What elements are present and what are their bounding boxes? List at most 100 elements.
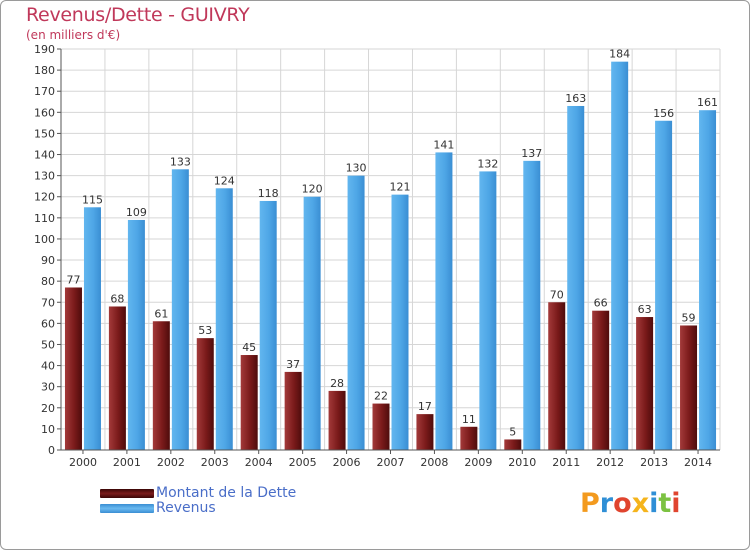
y-tick-label: 170: [34, 85, 55, 98]
bar-revenus-2000: [83, 207, 101, 450]
data-label-revenus: 184: [609, 48, 630, 61]
x-tick-label: 2000: [69, 456, 97, 469]
legend-item-revenus: Revenus: [100, 501, 296, 516]
bar-revenus-2002: [171, 169, 189, 451]
chart-title: Revenus/Dette - GUIVRY: [26, 4, 250, 26]
data-label-revenus: 132: [477, 157, 498, 170]
bar-revenus-2005: [303, 196, 321, 450]
bar-revenus-2014: [699, 110, 717, 450]
y-tick-label: 10: [41, 423, 55, 436]
x-tick-label: 2009: [464, 456, 492, 469]
labels-layer: 7711568109611335312445118371202813022121…: [66, 48, 718, 439]
logo-letter: x: [631, 488, 650, 519]
y-tick-label: 30: [41, 381, 55, 394]
data-label-dette: 45: [242, 341, 256, 354]
y-tick-label: 160: [34, 106, 55, 119]
y-tick-label: 130: [34, 170, 55, 183]
bar-revenus-2008: [435, 152, 453, 451]
data-label-dette: 17: [418, 400, 432, 413]
bar-dette-2004: [240, 355, 258, 450]
legend-item-dette: Montant de la Dette: [100, 486, 296, 501]
bar-dette-2005: [284, 371, 302, 450]
bar-dette-2001: [108, 306, 126, 450]
data-label-revenus: 118: [258, 187, 279, 200]
data-label-dette: 28: [330, 377, 344, 390]
bar-dette-2014: [680, 325, 698, 450]
data-label-dette: 68: [110, 292, 124, 305]
data-label-revenus: 141: [433, 138, 454, 151]
bar-dette-2013: [636, 317, 654, 450]
x-tick-label: 2004: [245, 456, 273, 469]
data-label-dette: 37: [286, 358, 300, 371]
y-tick-label: 90: [41, 254, 55, 267]
data-label-dette: 63: [638, 303, 652, 316]
legend-swatch-dette: [100, 489, 154, 498]
bar-dette-2008: [416, 414, 434, 450]
y-tick-label: 100: [34, 233, 55, 246]
grid-layer: [60, 48, 721, 451]
data-label-revenus: 137: [521, 147, 542, 160]
bar-revenus-2013: [655, 120, 673, 450]
data-label-dette: 70: [550, 288, 564, 301]
data-label-revenus: 163: [565, 92, 586, 105]
bar-revenus-2010: [523, 160, 541, 450]
data-label-revenus: 121: [390, 181, 411, 194]
bar-dette-2011: [548, 302, 566, 450]
y-tick-label: 150: [34, 127, 55, 140]
chart-subtitle: (en milliers d'€): [26, 28, 121, 42]
x-tick-label: 2006: [333, 456, 361, 469]
logo-letter: o: [613, 488, 632, 519]
y-tick-label: 80: [41, 275, 55, 288]
bar-revenus-2011: [567, 105, 585, 451]
logo-letter: i: [649, 488, 659, 519]
x-tick-label: 2001: [113, 456, 141, 469]
data-label-dette: 22: [374, 390, 388, 403]
y-tick-label: 0: [48, 444, 55, 457]
data-label-revenus: 124: [214, 174, 235, 187]
data-label-dette: 66: [594, 297, 608, 310]
x-tick-label: 2008: [420, 456, 448, 469]
logo-letter: i: [671, 488, 681, 519]
axis-layer: 0 10 20 30 40 50 60 70 80 90 100 110 120 130 140 150 160…: [34, 43, 720, 469]
x-tick-label: 2012: [596, 456, 624, 469]
x-tick-label: 2003: [201, 456, 229, 469]
x-tick-label: 2010: [508, 456, 536, 469]
logo-letter: t: [658, 488, 672, 519]
y-tick-label: 180: [34, 64, 55, 77]
x-tick-label: 2011: [552, 456, 580, 469]
data-label-dette: 11: [462, 413, 476, 426]
y-tick-label: 110: [34, 212, 55, 225]
proxiti-logo: Proxiti: [580, 488, 681, 519]
x-tick-label: 2014: [684, 456, 712, 469]
legend-label-revenus: Revenus: [156, 500, 216, 516]
data-label-revenus: 133: [170, 155, 191, 168]
bar-revenus-2004: [259, 200, 277, 450]
legend-label-dette: Montant de la Dette: [156, 485, 297, 501]
data-label-dette: 5: [509, 425, 516, 438]
legend-swatch-revenus: [100, 504, 154, 513]
y-tick-label: 120: [34, 191, 55, 204]
y-tick-label: 50: [41, 338, 55, 351]
x-tick-label: 2002: [157, 456, 185, 469]
logo-letter: P: [580, 488, 600, 519]
bar-dette-2012: [592, 310, 610, 450]
data-label-revenus: 130: [346, 162, 367, 175]
data-label-dette: 59: [682, 311, 696, 324]
bar-dette-2007: [372, 403, 390, 450]
bar-dette-2009: [460, 426, 478, 450]
data-label-dette: 61: [154, 307, 168, 320]
y-tick-label: 70: [41, 296, 55, 309]
y-tick-label: 190: [34, 43, 55, 56]
bar-dette-2002: [152, 321, 170, 450]
bars-layer: [64, 61, 717, 451]
data-label-revenus: 161: [697, 96, 718, 109]
x-tick-label: 2013: [640, 456, 668, 469]
x-tick-label: 2007: [377, 456, 405, 469]
bar-dette-2003: [196, 338, 214, 450]
legend: Montant de la Dette Revenus: [100, 486, 296, 516]
data-label-dette: 53: [198, 324, 212, 337]
bar-dette-2010: [504, 439, 522, 450]
data-label-dette: 77: [66, 273, 80, 286]
logo-letter: r: [599, 488, 614, 519]
